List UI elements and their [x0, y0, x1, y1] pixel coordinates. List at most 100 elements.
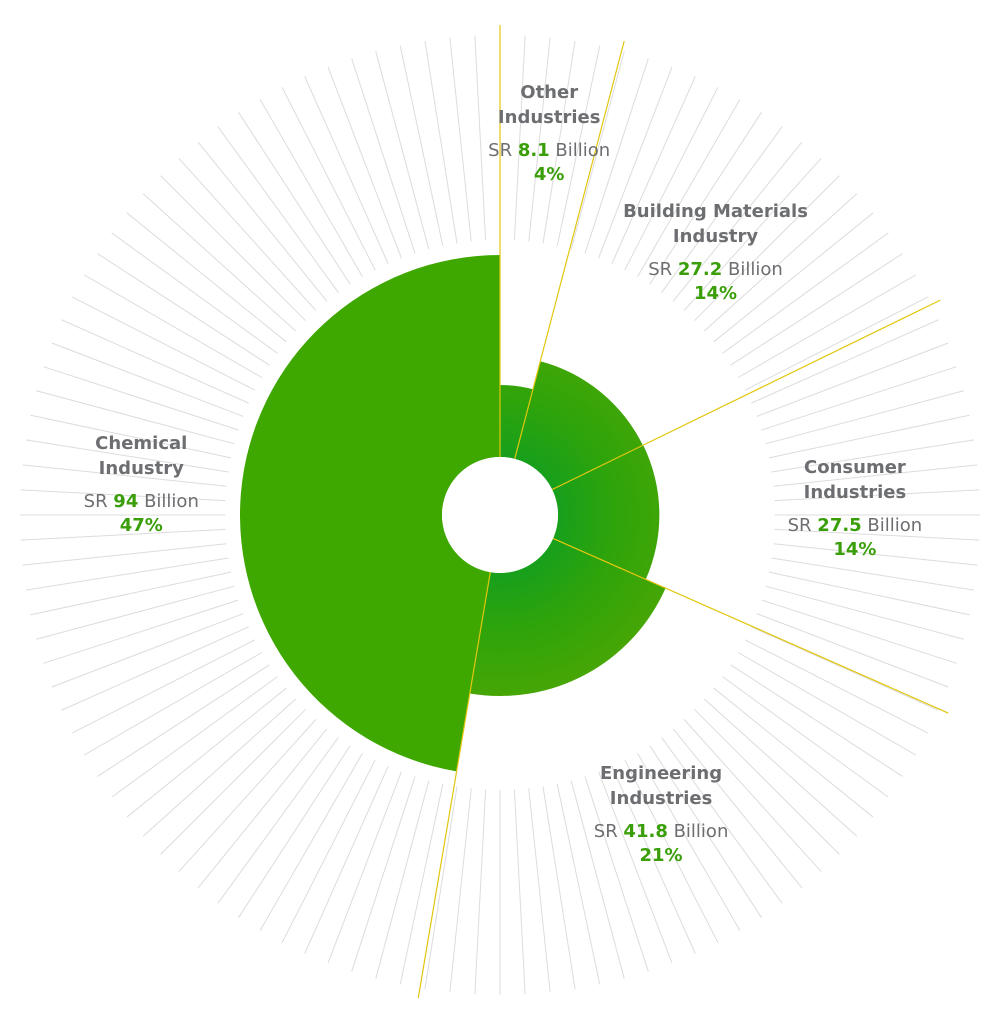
background-ray	[111, 676, 278, 798]
background-ray	[513, 35, 526, 241]
background-ray	[556, 783, 601, 985]
background-ray	[327, 771, 402, 964]
background-ray	[584, 776, 649, 972]
label-percent: 14%	[693, 282, 738, 304]
background-ray	[737, 652, 916, 756]
background-ray	[771, 557, 975, 591]
background-ray	[528, 37, 551, 242]
background-ray	[351, 776, 416, 972]
background-ray	[722, 676, 889, 798]
background-ray	[72, 296, 256, 391]
background-ray	[178, 719, 317, 873]
background-ray	[722, 232, 889, 354]
background-ray	[584, 58, 649, 254]
value-number: 94	[113, 491, 139, 513]
background-ray	[449, 788, 472, 993]
slice-building-materials-industry	[514, 361, 643, 490]
background-ray	[424, 40, 458, 244]
background-ray	[61, 319, 249, 404]
background-ray	[36, 585, 235, 640]
background-ray	[768, 414, 970, 459]
background-ray	[84, 274, 263, 378]
slice-divider	[499, 299, 941, 516]
label-value: SR 94 Billion	[83, 491, 199, 513]
background-ray	[25, 439, 229, 473]
background-ray	[528, 788, 551, 993]
background-ray	[238, 112, 351, 285]
label-percent: 4%	[533, 163, 565, 185]
background-ray	[570, 780, 625, 979]
background-ray	[160, 709, 306, 855]
background-ray	[771, 439, 975, 473]
background-ray	[774, 528, 980, 541]
background-ray	[744, 639, 928, 734]
background-ray	[765, 585, 964, 640]
background-ray	[72, 639, 256, 734]
label-name: Other Industries	[497, 81, 601, 128]
background-ray	[30, 414, 232, 459]
background-ray	[624, 759, 719, 943]
background-ray	[713, 687, 874, 818]
background-ray	[737, 274, 916, 378]
value-number: 8.1	[517, 139, 550, 161]
slice-divider	[417, 514, 501, 999]
background-ray	[730, 664, 903, 777]
background-ray	[542, 786, 576, 990]
background-ray	[672, 141, 803, 302]
background-ray	[217, 126, 339, 293]
label-value: SR 41.8 Billion	[593, 820, 729, 842]
background-ray	[611, 766, 696, 954]
value-number: 27.5	[817, 514, 862, 536]
background-ray	[259, 752, 363, 931]
value-number: 41.8	[623, 820, 668, 842]
background-ray	[570, 51, 625, 250]
background-ray	[765, 390, 964, 445]
background-ray	[683, 157, 822, 311]
background-ray	[126, 687, 287, 818]
background-ray	[84, 652, 263, 756]
background-ray	[375, 780, 430, 979]
label-building-materials-industry: Building Materials Industry SR 27.2 Billio…	[623, 199, 808, 306]
background-ray	[22, 543, 227, 566]
background-ray	[704, 698, 858, 837]
background-ray	[22, 464, 227, 487]
slices-group	[240, 255, 666, 772]
background-ray	[694, 709, 840, 855]
background-ray	[761, 366, 957, 431]
value-number: 27.2	[677, 258, 723, 280]
label-consumer-industries: Consumer Industries SR 27.5 Billion 14%	[788, 455, 923, 562]
background-rays	[20, 35, 980, 995]
background-ray	[97, 664, 270, 777]
background-ray	[773, 543, 978, 566]
background-ray	[238, 745, 351, 918]
slice-engineering-industries	[469, 538, 666, 697]
background-ray	[197, 728, 328, 889]
background-ray	[259, 99, 363, 278]
background-ray	[649, 745, 762, 918]
background-ray	[704, 193, 858, 332]
background-ray	[751, 319, 939, 404]
background-ray	[598, 771, 673, 964]
background-ray	[694, 175, 840, 321]
background-ray	[730, 253, 903, 366]
background-ray	[281, 87, 376, 271]
background-ray	[327, 66, 402, 259]
label-percent: 14%	[833, 538, 877, 560]
background-ray	[142, 698, 296, 837]
slice-divider	[499, 514, 949, 714]
background-ray	[51, 613, 244, 688]
center-hole	[442, 457, 558, 573]
background-ray	[683, 719, 822, 873]
background-ray	[637, 99, 741, 278]
background-ray	[304, 76, 389, 264]
background-ray	[624, 87, 719, 271]
background-ray	[25, 557, 229, 591]
background-ray	[304, 766, 389, 954]
label-name: Engineering Industries	[599, 762, 723, 809]
background-ray	[126, 212, 287, 343]
background-ray	[43, 599, 239, 664]
slice-divider	[499, 40, 625, 516]
background-ray	[36, 390, 235, 445]
background-ray	[142, 193, 296, 332]
